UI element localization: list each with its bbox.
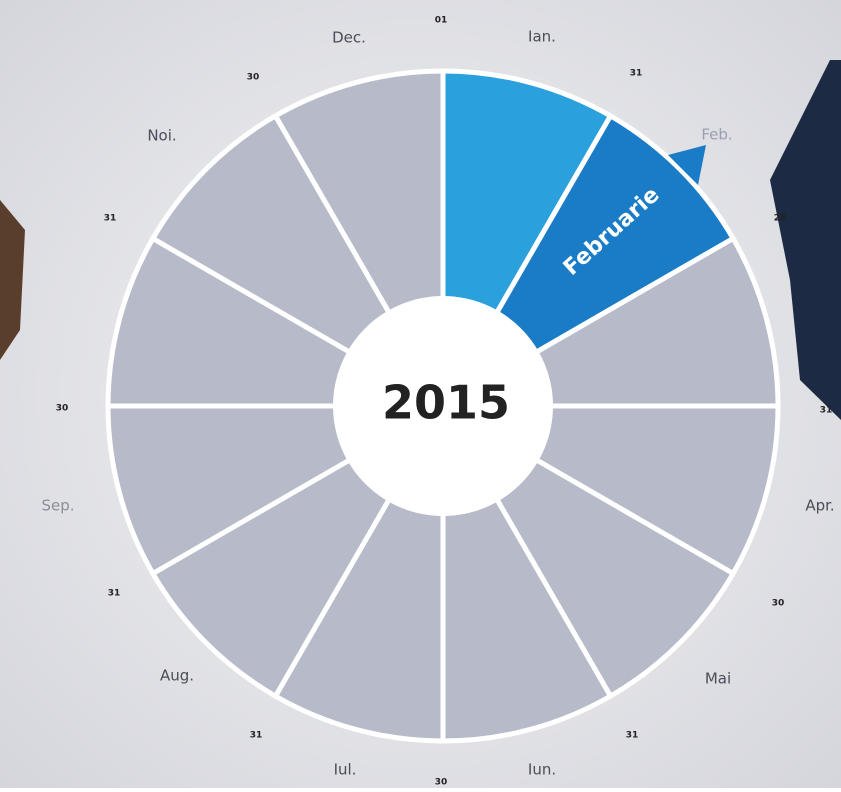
- month-label: Feb.: [701, 126, 732, 144]
- month-label: Iul.: [334, 761, 357, 779]
- day-count: 31: [626, 731, 639, 741]
- day-count: 30: [435, 778, 448, 788]
- year: 2015: [382, 376, 510, 430]
- day-count: 31: [820, 406, 833, 416]
- page: {"year": "2015", "highlight": "Februarie…: [0, 0, 841, 788]
- month-label: Dec.: [332, 29, 366, 47]
- day-count: 31: [108, 589, 121, 599]
- month-label: Apr.: [805, 497, 834, 515]
- day-count: 31: [104, 214, 117, 224]
- day-count: 31: [250, 731, 263, 741]
- month-label: Sep.: [41, 497, 74, 515]
- day-count: 30: [772, 599, 785, 609]
- day-count: 01: [435, 16, 448, 26]
- month-label: Mai: [705, 670, 731, 688]
- month-label: Aug.: [160, 667, 194, 685]
- calendar-wheel: 2015 Februarie Ian. Feb. Apr. Mai Iun. I…: [0, 0, 841, 788]
- month-label: Noi.: [147, 127, 176, 145]
- month-label: Iun.: [528, 761, 556, 779]
- day-count: 28: [774, 214, 787, 224]
- month-label: Ian.: [528, 28, 556, 46]
- day-count: 30: [56, 404, 69, 414]
- day-count: 30: [247, 73, 260, 83]
- day-count: 31: [630, 69, 643, 79]
